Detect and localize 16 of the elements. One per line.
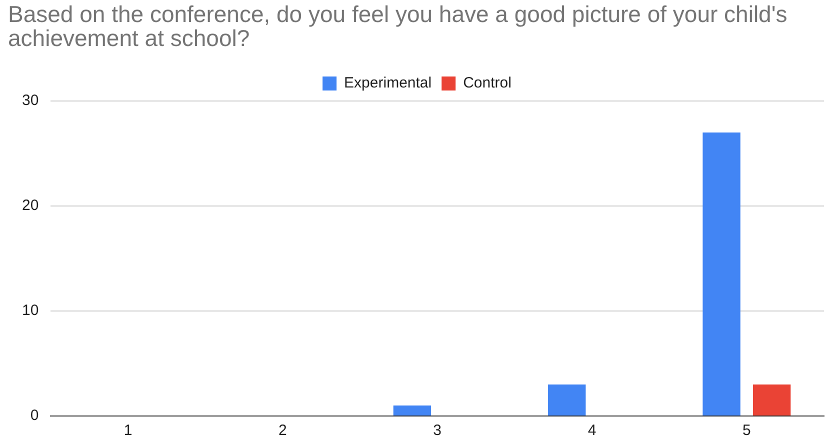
x-tick-label: 4 — [588, 422, 596, 440]
legend-label: Experimental — [344, 74, 432, 92]
y-tick-label: 30 — [22, 92, 39, 110]
chart-title: Based on the conference, do you feel you have a good picture of your child's achievement at school? — [8, 1, 788, 51]
x-tick-label: 5 — [742, 422, 751, 440]
y-tick-label: 20 — [22, 197, 39, 214]
bar — [752, 384, 791, 416]
legend-label: Control — [463, 74, 512, 92]
x-tick-label: 2 — [278, 422, 287, 440]
bar — [393, 406, 432, 416]
y-tick-label: 0 — [30, 407, 39, 424]
x-tick-label: 1 — [124, 422, 132, 440]
x-tick-label: 3 — [433, 422, 442, 440]
bar — [548, 384, 586, 416]
bar — [702, 132, 740, 416]
y-tick-label: 10 — [22, 302, 39, 320]
